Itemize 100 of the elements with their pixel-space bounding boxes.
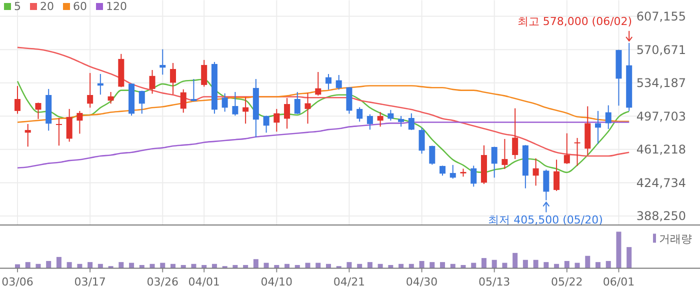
bar [36,264,41,268]
candlestick [149,69,156,94]
candlestick [138,90,145,114]
bar [88,262,93,268]
x-tick-label: 03/26 [146,275,178,288]
bar [616,232,622,268]
x-tick-label: 05/22 [551,275,583,288]
bar [160,262,166,268]
legend-label: 거래량 [659,232,692,246]
candlestick [201,59,208,88]
bar [522,260,528,268]
candlestick [294,91,300,115]
bar [450,264,456,268]
candlestick [325,74,332,90]
bar [492,260,497,268]
candlestick [304,92,311,124]
bar [440,262,446,268]
candlestick [429,145,436,166]
candlestick [284,98,290,130]
candlestick [408,112,414,131]
annotation: 최저 405,500 (05/20) [488,213,603,226]
bar [564,260,570,268]
candlestick [554,159,560,192]
bar [481,258,486,268]
bar [585,256,590,268]
candlestick [263,115,270,134]
bar [596,262,600,268]
bar [471,262,476,268]
bar [305,262,310,268]
bar [150,264,155,268]
bar [284,264,290,268]
bar [316,262,321,268]
annotation: 최고 578,000 (06/02) [517,14,632,28]
bar [191,264,196,268]
candlestick [512,108,518,160]
bar [326,264,331,268]
candlestick [336,74,342,90]
legend-label: 20 [40,0,54,13]
candlestick [242,96,249,124]
y-tick-label: 607,155 [636,10,686,24]
bar [626,247,632,268]
bar [170,264,176,268]
bar [46,260,52,268]
candlestick [14,85,20,114]
bar [56,256,62,268]
candlestick [108,91,114,104]
bar [346,262,352,268]
bar [77,264,82,268]
y-tick-label: 497,703 [636,109,686,124]
candlestick [274,108,280,132]
legend-label: 120 [106,0,127,13]
candlestick [543,169,550,201]
bar [533,260,538,268]
candlestick [232,91,238,116]
candlestick [532,158,539,186]
candlestick [356,106,363,122]
candlestick [388,109,394,122]
y-tick-label: 424,734 [636,176,686,190]
candlestick [377,111,384,128]
bar [232,265,238,268]
bar [66,262,72,268]
y-tick-label: 461,218 [636,142,686,157]
candlestick [491,146,498,178]
bar [554,264,560,268]
x-tick-label: 06/01 [602,275,635,288]
bar [180,265,186,268]
candlestick [346,86,352,114]
bar [502,262,508,268]
bar [606,260,611,268]
bar [25,262,30,268]
candlestick [450,164,456,180]
x-tick-label: 05/13 [478,275,510,288]
bar [544,262,549,268]
bar [274,265,280,268]
bar [408,264,414,268]
candlestick [502,138,508,170]
y-tick-label: 534,187 [636,76,686,90]
x-tick-label: 04/01 [188,275,220,288]
candlestick [595,110,601,144]
x-tick-label: 03/17 [74,275,106,288]
legend-label: 60 [73,0,87,13]
bar [378,264,383,268]
candlestick [222,92,228,112]
candlestick [160,48,166,76]
bar [139,265,144,268]
candlestick [24,124,31,148]
bar [367,262,372,268]
candlestick [180,88,186,114]
candlestick [66,108,72,142]
candlestick [470,165,477,188]
bar [243,265,248,268]
bar [253,259,258,268]
candlestick [56,117,62,146]
candlestick [190,78,197,102]
bar [388,265,394,268]
candlestick [76,110,83,134]
candlestick [605,104,612,130]
bar [294,265,300,268]
legend-label: 5 [14,0,21,13]
bar [118,262,124,268]
